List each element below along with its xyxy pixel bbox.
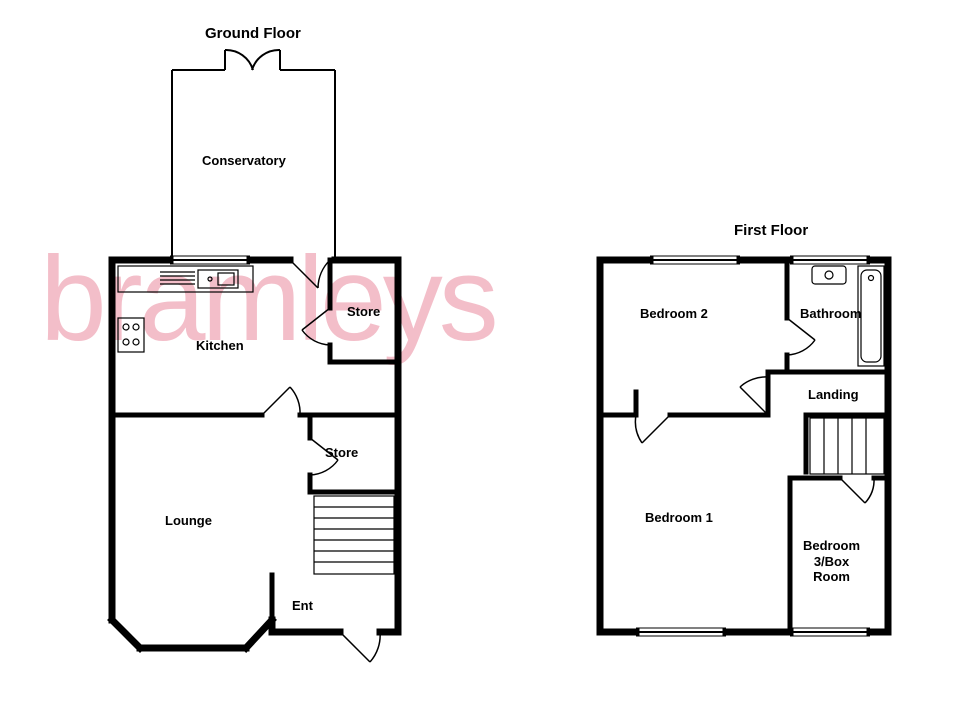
ground-floor-plan [112, 50, 398, 662]
label-bathroom: Bathroom [800, 306, 861, 322]
label-bedroom2: Bedroom 2 [640, 306, 708, 322]
label-bedroom3: Bedroom 3/Box Room [803, 538, 860, 585]
label-conservatory: Conservatory [202, 153, 286, 169]
title-first-floor: First Floor [734, 222, 808, 239]
label-landing: Landing [808, 387, 859, 403]
title-ground-floor: Ground Floor [205, 25, 301, 42]
label-kitchen: Kitchen [196, 338, 244, 354]
label-bedroom1: Bedroom 1 [645, 510, 713, 526]
label-ent: Ent [292, 598, 313, 614]
label-store2: Store [325, 445, 358, 461]
label-store1: Store [347, 304, 380, 320]
floorplan-svg [0, 0, 980, 712]
label-lounge: Lounge [165, 513, 212, 529]
